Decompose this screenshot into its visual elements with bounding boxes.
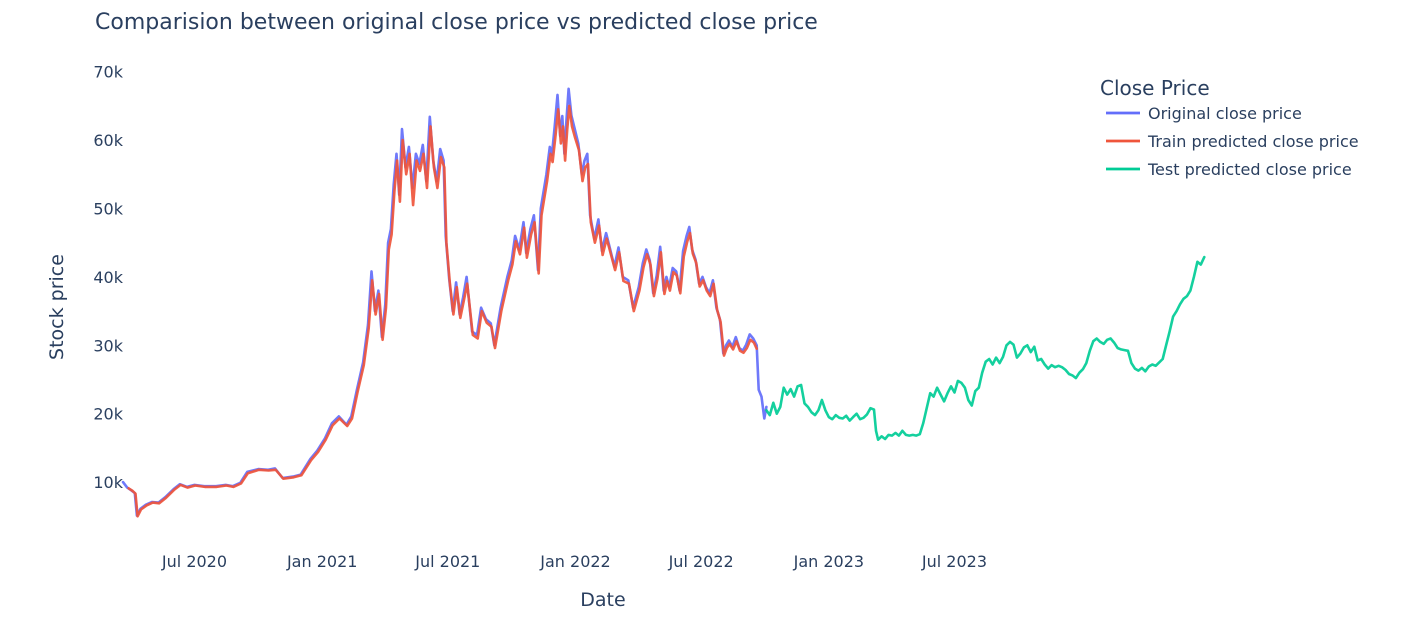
y-tick-label: 70k: [93, 63, 123, 82]
y-tick-label: 40k: [93, 268, 123, 287]
legend-label: Test predicted close price: [1147, 160, 1352, 179]
legend-title: Close Price: [1100, 76, 1210, 100]
y-tick-label: 50k: [93, 199, 123, 218]
x-tick-label: Jul 2021: [414, 552, 480, 571]
legend-label: Train predicted close price: [1147, 132, 1359, 151]
legend[interactable]: Close Price Original close price Train pr…: [1100, 76, 1359, 179]
series-line-2: [127, 104, 758, 518]
legend-label: Original close price: [1148, 104, 1302, 123]
legend-item[interactable]: Original close price: [1106, 104, 1302, 123]
x-tick-label: Jan 2021: [286, 552, 357, 571]
x-tick-label: Jul 2020: [161, 552, 227, 571]
x-tick-label: Jul 2023: [921, 552, 987, 571]
chart-title: Comparision between original close price…: [95, 10, 818, 35]
legend-item[interactable]: Test predicted close price: [1106, 160, 1352, 179]
x-axis-ticks: Jul 2020 Jan 2021 Jul 2021 Jan 2022 Jul 2022…: [161, 552, 987, 571]
y-tick-label: 20k: [93, 405, 123, 424]
series-line-1: [121, 87, 768, 517]
x-tick-label: Jul 2022: [668, 552, 734, 571]
y-axis-title: Stock price: [46, 254, 68, 360]
x-tick-label: Jan 2023: [793, 552, 864, 571]
plot-area: [121, 87, 1206, 518]
y-tick-label: 60k: [93, 131, 123, 150]
y-axis-ticks: 10k 20k 30k 40k 50k 60k 70k: [93, 63, 123, 492]
x-axis-title: Date: [580, 589, 625, 611]
series-line-3: [765, 255, 1206, 441]
x-tick-label: Jan 2022: [539, 552, 610, 571]
legend-item[interactable]: Train predicted close price: [1106, 132, 1359, 151]
y-tick-label: 30k: [93, 336, 123, 355]
y-tick-label: 10k: [93, 473, 123, 492]
